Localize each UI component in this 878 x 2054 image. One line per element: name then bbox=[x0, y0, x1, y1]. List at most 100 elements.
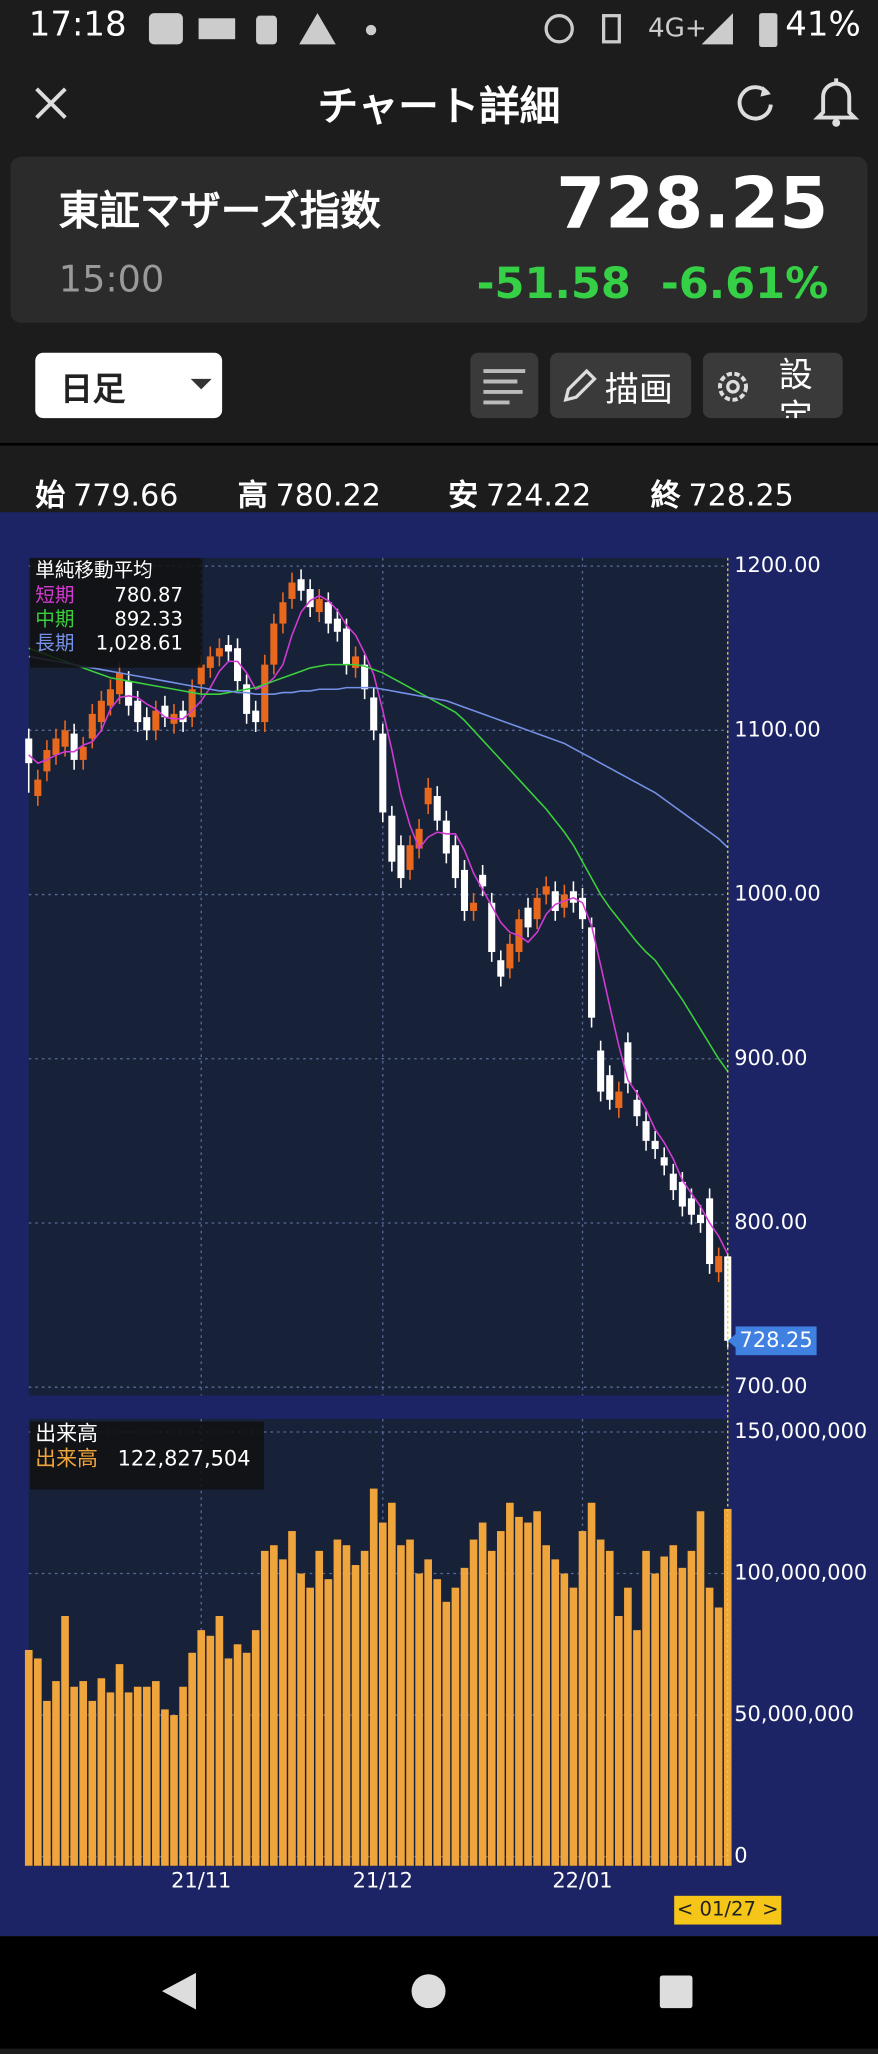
candle-body bbox=[70, 733, 78, 760]
volume-bar bbox=[70, 1686, 78, 1866]
volume-bar bbox=[52, 1681, 60, 1866]
settings-button[interactable]: 設定 bbox=[702, 352, 843, 419]
ma-line bbox=[28, 647, 729, 1072]
nav-bar bbox=[0, 1936, 878, 2049]
volume-bar bbox=[642, 1550, 650, 1866]
candle-body bbox=[243, 684, 251, 714]
volume-bar bbox=[669, 1545, 678, 1866]
candle-body bbox=[161, 705, 169, 718]
candle-body bbox=[415, 828, 423, 849]
volume-bar bbox=[133, 1686, 142, 1866]
volume-bar bbox=[551, 1559, 560, 1866]
y-tick-label: 700.00 bbox=[734, 1374, 807, 1398]
candle-body bbox=[660, 1157, 668, 1166]
y-tick-label: 1000.00 bbox=[734, 882, 820, 906]
candle-body bbox=[551, 891, 559, 911]
volume-bar bbox=[397, 1545, 405, 1866]
volume-bar bbox=[297, 1573, 305, 1866]
candle-body bbox=[696, 1214, 705, 1223]
alert-button[interactable] bbox=[813, 76, 860, 128]
volume-bar bbox=[170, 1715, 178, 1866]
volume-bar bbox=[161, 1709, 169, 1866]
candle-body bbox=[460, 869, 469, 911]
volume-title: 出来高 bbox=[35, 1422, 98, 1446]
candle-body bbox=[125, 681, 133, 706]
volume-bar bbox=[614, 1615, 623, 1866]
candle-body bbox=[633, 1099, 641, 1117]
volume-bar bbox=[714, 1607, 723, 1866]
current-price-label: 728.25 bbox=[740, 1328, 813, 1352]
volume-bar bbox=[197, 1630, 206, 1866]
quote-time: 15:00 bbox=[58, 257, 165, 301]
volume-bar bbox=[487, 1550, 496, 1866]
volume-bar bbox=[79, 1681, 88, 1866]
volume-bar bbox=[251, 1630, 260, 1866]
volume-bar bbox=[351, 1565, 360, 1866]
x-tick-label: 21/11 bbox=[171, 1868, 231, 1892]
volume-bar bbox=[624, 1587, 632, 1866]
candle-body bbox=[224, 644, 232, 652]
dropdown-arrow bbox=[190, 378, 212, 390]
volume-legend-box bbox=[30, 1421, 264, 1490]
legend-value: 780.87 bbox=[114, 583, 183, 606]
candle-body bbox=[88, 713, 96, 739]
volume-bar bbox=[315, 1550, 324, 1866]
status-time: 17:18 bbox=[28, 5, 127, 45]
volume-value: 122,827,504 bbox=[118, 1446, 251, 1470]
volume-bar bbox=[369, 1488, 378, 1866]
volume-bar bbox=[179, 1686, 187, 1866]
draw-button[interactable]: 描画 bbox=[550, 352, 692, 419]
volume-bar bbox=[587, 1502, 596, 1866]
candle-body bbox=[724, 1256, 732, 1341]
y-tick-label: 1200.00 bbox=[734, 553, 820, 577]
current-price-pointer bbox=[727, 1332, 737, 1349]
volume-bar bbox=[106, 1692, 115, 1866]
candle-body bbox=[270, 623, 278, 665]
volume-name: 出来高 bbox=[35, 1446, 98, 1470]
period-select[interactable] bbox=[35, 352, 223, 419]
candle-body bbox=[524, 907, 532, 928]
volume-bar bbox=[705, 1587, 714, 1866]
volume-bar bbox=[242, 1652, 251, 1866]
ohlc-label: 安 bbox=[448, 479, 479, 514]
status-icons bbox=[148, 13, 377, 45]
refresh-button[interactable] bbox=[732, 78, 779, 125]
candle-body bbox=[288, 582, 296, 599]
volume-bar bbox=[388, 1502, 396, 1866]
volume-bar bbox=[469, 1539, 478, 1866]
candle-body bbox=[79, 746, 87, 760]
candle-body bbox=[533, 897, 541, 920]
volume-bar bbox=[288, 1531, 296, 1866]
candle-body bbox=[388, 815, 396, 862]
candle-body bbox=[542, 886, 550, 895]
volume-bar bbox=[152, 1681, 160, 1866]
volume-bar bbox=[478, 1522, 487, 1866]
candle-body bbox=[488, 902, 496, 953]
volume-bar bbox=[260, 1550, 269, 1866]
candle-body bbox=[442, 820, 450, 854]
ma-line bbox=[28, 655, 729, 849]
ohlc-row: 始 779.66 高 780.22 安 724.22 終 728.25 bbox=[0, 470, 878, 514]
candle-body bbox=[687, 1198, 695, 1215]
draw-label: 描画 bbox=[604, 371, 673, 411]
candle-body bbox=[678, 1181, 686, 1207]
y-tick-label: 150,000,000 bbox=[734, 1419, 867, 1443]
indicator-button[interactable] bbox=[470, 352, 539, 419]
volume-bar bbox=[61, 1615, 69, 1866]
volume-bar bbox=[188, 1652, 196, 1866]
close-button[interactable] bbox=[29, 81, 73, 125]
volume-bar bbox=[560, 1573, 569, 1866]
candle-body bbox=[370, 697, 378, 731]
y-tick-label: 50,000,000 bbox=[734, 1702, 854, 1726]
change-pct: -6.61% bbox=[660, 257, 829, 309]
volume-bar bbox=[88, 1700, 97, 1866]
volume-bar bbox=[333, 1539, 342, 1866]
legend-value: 892.33 bbox=[114, 607, 183, 630]
candle-body bbox=[306, 589, 314, 608]
status-network: 4G+ bbox=[648, 11, 707, 44]
candle-body bbox=[324, 602, 332, 624]
volume-bar bbox=[569, 1587, 578, 1866]
volume-bar bbox=[415, 1573, 423, 1866]
